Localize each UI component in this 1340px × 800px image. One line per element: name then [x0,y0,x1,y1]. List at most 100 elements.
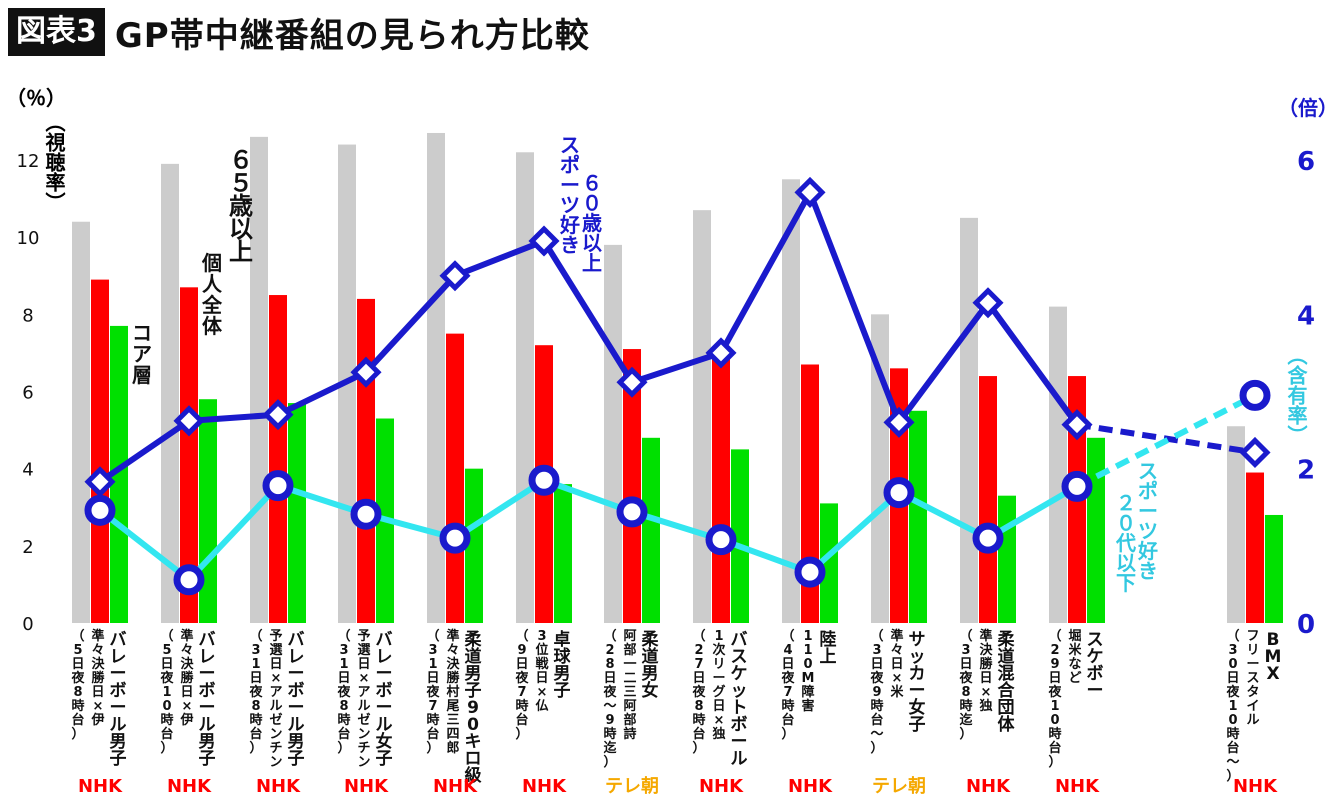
category-time-label: （ [160,628,173,644]
category-sub-label: × [892,671,903,686]
category-sub-label: フ [1246,629,1259,644]
category-time-label: 9 [605,713,614,728]
category-main-label: 柔 [998,630,1016,650]
category-main-label: 柔 [465,630,483,650]
category-main-label: バ [288,630,305,650]
category-sub-label: 尾 [446,699,459,714]
category-sub-label: × [981,685,992,700]
category-time-label: 4 [783,643,792,658]
annotation-65plus: 以 [229,215,253,243]
category-time-label: 時 [1226,726,1239,742]
network-label: NHK [1055,776,1100,797]
annotation-sports-60: ポ [560,153,580,177]
category-main-label: レ [199,647,216,667]
category-sub-label: 一 [623,657,636,672]
annotation-sports-60: 以 [582,231,602,255]
category-sub-label: 選 [357,642,370,658]
network-label: NHK [966,776,1011,797]
category-sub-label: 仏 [535,699,548,714]
left-tick-label: 10 [17,228,40,249]
category-sub-label: 米 [1068,642,1082,658]
series-line-dashed [1075,392,1257,490]
category-time-label: （ [71,628,84,644]
line-marker-diamond [794,176,826,208]
category-sub-label: タ [1246,685,1259,700]
category-sub-label: 予 [269,629,282,644]
category-sub-label: × [714,713,725,728]
category-main-label: ー [288,664,305,684]
bar [604,244,622,623]
category-time-label: 迄 [959,712,972,728]
category-time-label: 時 [692,712,705,728]
category-time-label: 時 [160,712,173,728]
annotation-individual: 体 [202,314,223,338]
category-sub-label: 部 [623,712,636,728]
category-time-label: 0 [1050,713,1059,728]
annotation-65plus: ６ [229,146,253,174]
category-time-label: 日 [1226,671,1239,686]
category-time-label: 7 [428,699,437,714]
category-time-label: 7 [783,685,792,700]
left-tick-label: 6 [22,383,33,404]
category-time-label: 1 [162,685,171,700]
category-sub-label: 日 [890,657,903,672]
bar [72,221,90,623]
right-tick-label: 0 [1297,610,1315,640]
annotation-sports-20: 下 [1116,571,1136,595]
category-sub-label: ア [269,685,282,700]
annotation-sports-60: き [560,233,580,257]
left-axis-label: （視聴率） [42,112,66,212]
bar [427,132,445,623]
category-sub-label: 阿 [623,629,636,644]
category-sub-label: 独 [712,726,725,742]
annotation-sports-60: ツ [560,193,580,217]
category-main-label: ボ [110,681,127,701]
bar [1087,437,1105,623]
line-marker-diamond [1239,436,1271,468]
category-sub-label: ー [1246,657,1259,672]
category-main-label: ー [288,698,305,718]
category-main-label: 男 [110,732,127,752]
category-time-label: 〜 [603,699,616,714]
network-label: NHK [522,776,567,797]
category-sub-label: 日 [180,685,193,700]
category-sub-label: イ [1246,699,1259,714]
line-marker-circle [1239,379,1271,411]
category-sub-label: 準 [446,628,459,644]
line-marker-circle [616,496,648,528]
category-time-label: 夜 [336,684,351,700]
annotation-sports-60: ス [560,133,580,157]
annotation-sports-20: 好 [1137,539,1158,563]
annotation-sports-20: ポ [1138,479,1158,503]
category-time-label: 夜 [159,670,174,686]
bar [288,403,306,623]
category-time-label: 台 [515,712,528,728]
category-sub-label: 々 [91,643,104,658]
category-sub-label: ン [269,755,282,770]
category-sub-label: ゼ [269,712,282,728]
category-time-label: 夜 [869,670,884,686]
category-time-label: （ [870,628,883,644]
category-time-label: （ [781,628,794,644]
category-main-label: ト [731,698,748,718]
category-sub-label: 戦 [535,656,549,672]
category-time-label: 日 [692,671,705,686]
category-time-label: ） [249,740,262,756]
annotation-sports-20: ２ [1116,491,1136,515]
category-sub-label: ル [269,699,282,714]
category-main-label: バ [376,630,393,650]
figure-tag: 図表3 [8,8,105,56]
category-time-label: 台 [249,726,262,742]
category-time-label: 夜 [1225,684,1240,700]
category-main-label: ー [376,664,393,684]
category-sub-label: 予 [357,629,370,644]
category-time-label: 9 [872,685,881,700]
left-tick-label: 12 [17,151,40,172]
category-main-label: ル [288,715,305,735]
category-main-label: M [1265,647,1282,667]
category-sub-label: チ [357,741,370,756]
line-marker-circle [173,564,205,596]
category-time-label: 2 [694,643,703,658]
category-main-label: サ [909,630,926,650]
category-time-label: ） [1048,754,1061,770]
